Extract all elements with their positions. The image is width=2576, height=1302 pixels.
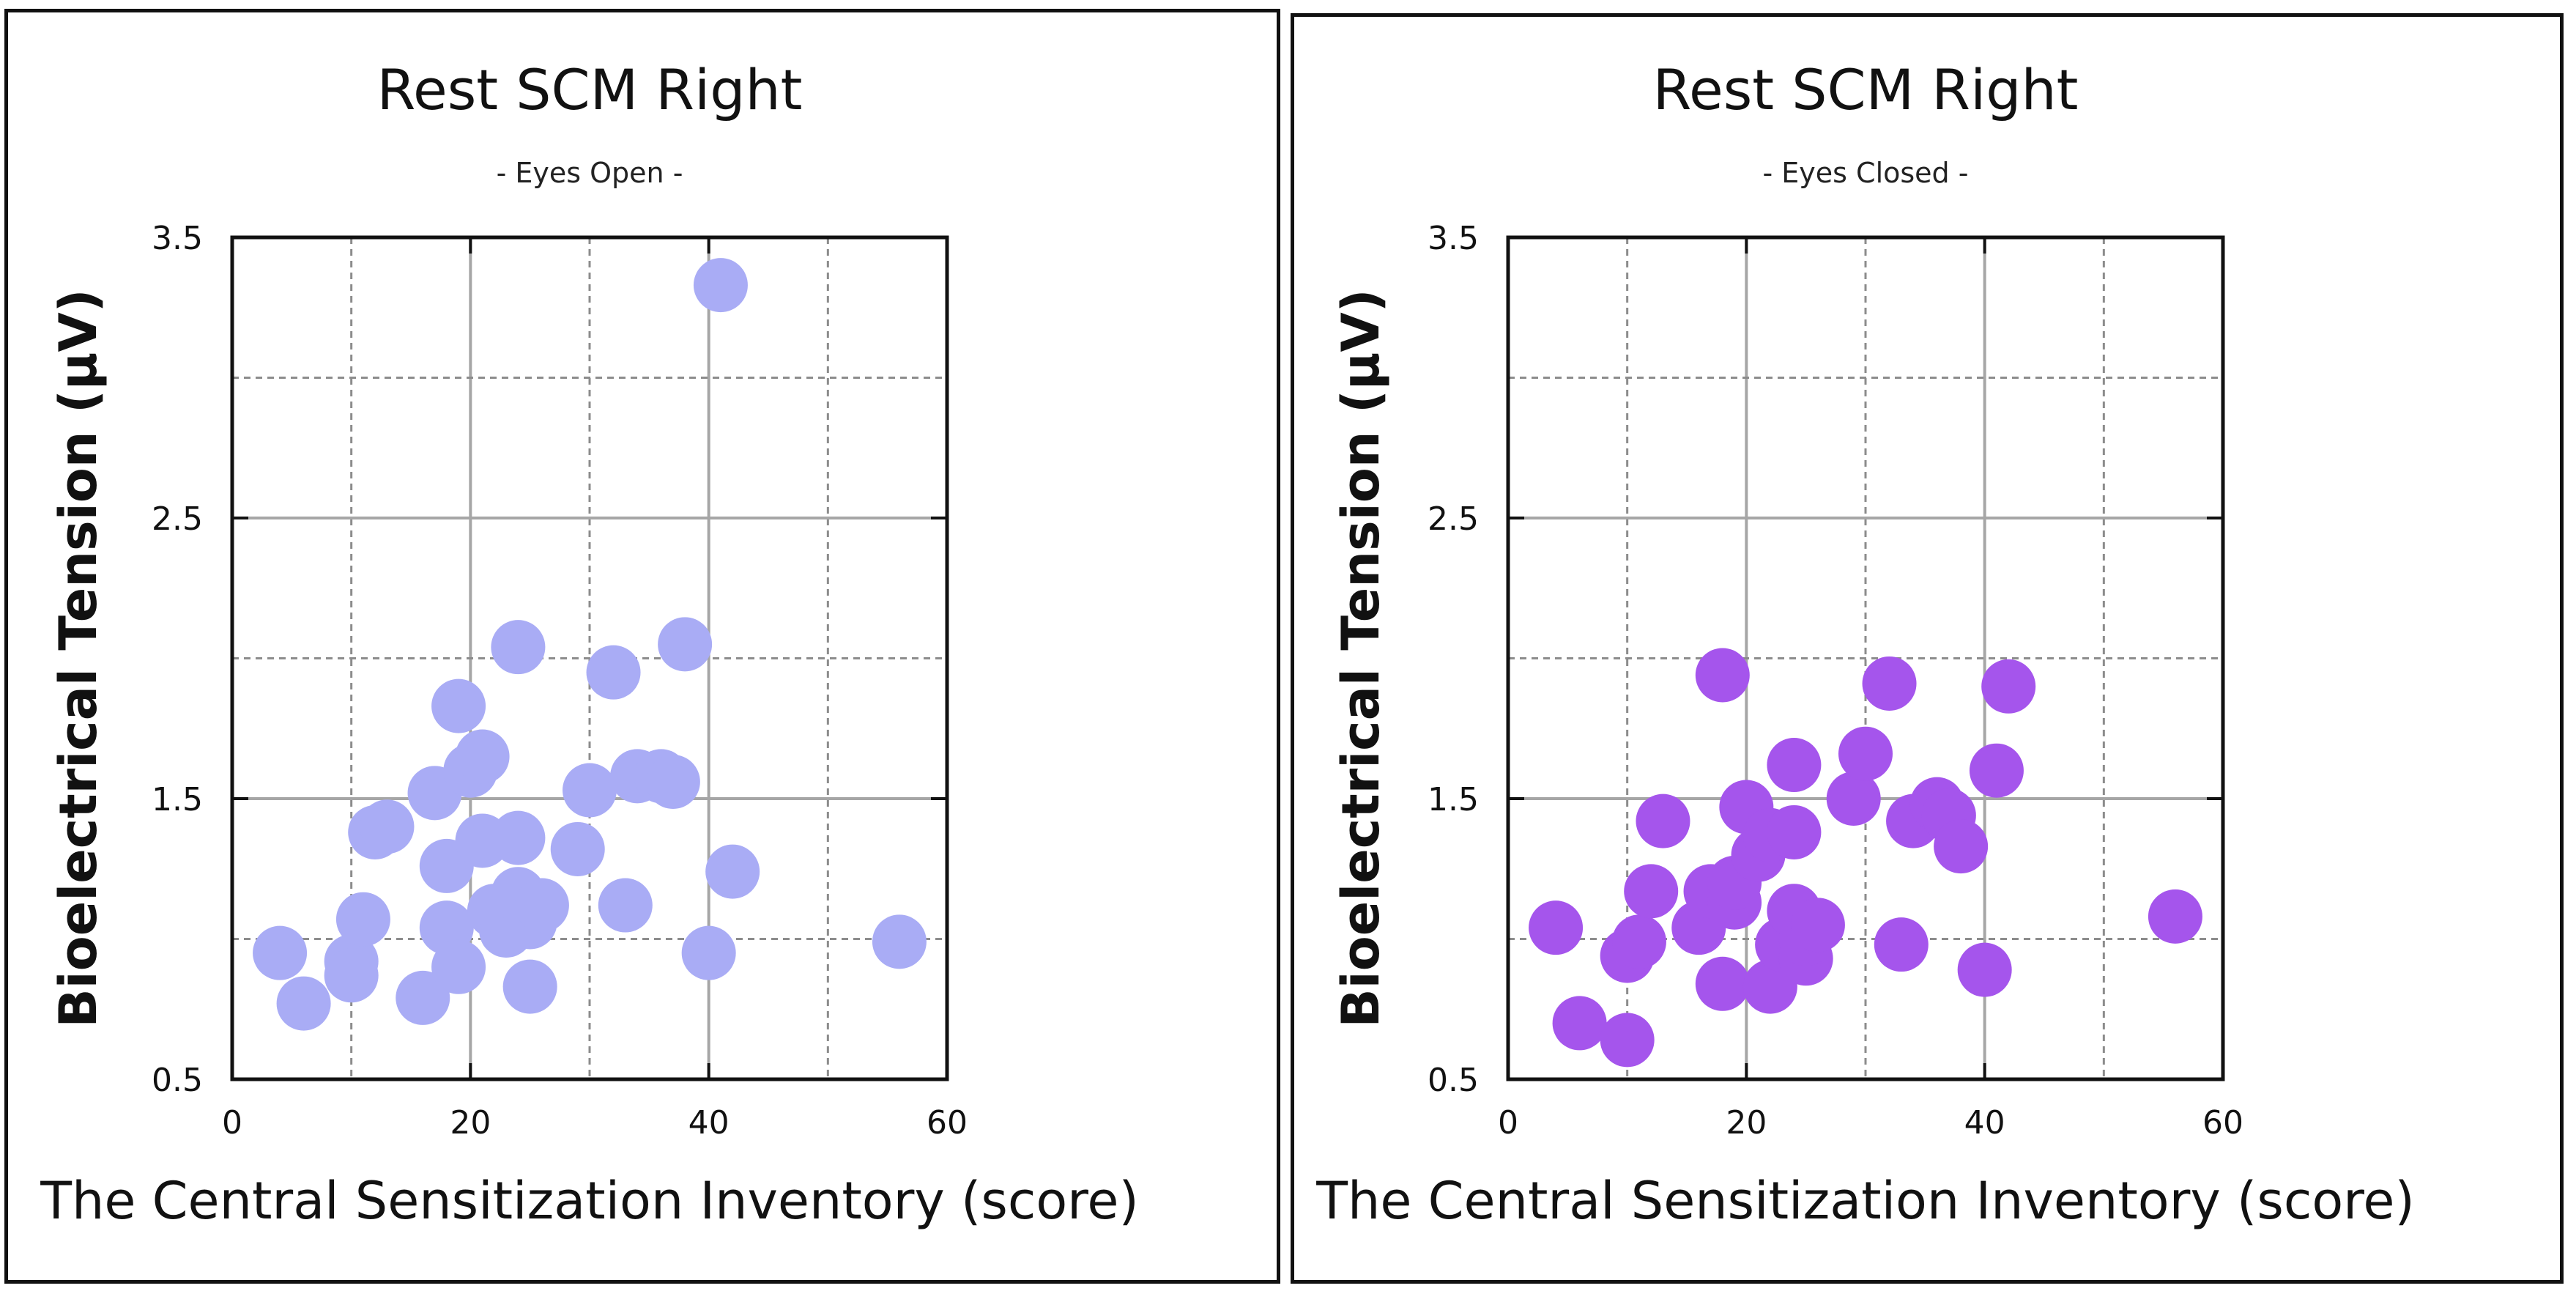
scatter-point bbox=[502, 959, 557, 1014]
scatter-point bbox=[1611, 914, 1666, 969]
scatter-point bbox=[598, 878, 653, 933]
scatter-point bbox=[1838, 726, 1893, 781]
chart-title: Rest SCM Right bbox=[377, 57, 803, 122]
y-tick-label: 3.5 bbox=[1428, 220, 1479, 257]
plot-frame bbox=[230, 235, 949, 1081]
scatter-point bbox=[1767, 738, 1822, 793]
scatter-point bbox=[645, 755, 700, 810]
scatter-point bbox=[1934, 819, 1989, 874]
scatter-point bbox=[335, 892, 390, 947]
scatter-point bbox=[1636, 794, 1690, 848]
y-tick-label: 3.5 bbox=[152, 220, 203, 257]
x-tick-label: 0 bbox=[1498, 1104, 1518, 1142]
scatter-point bbox=[1624, 864, 1679, 919]
x-tick-label: 0 bbox=[222, 1104, 242, 1142]
scatter-point bbox=[455, 729, 510, 784]
scatter-point bbox=[1957, 942, 2012, 997]
scatter-point bbox=[360, 799, 415, 854]
y-tick-label: 0.5 bbox=[1428, 1062, 1479, 1099]
scatter-point bbox=[705, 844, 760, 899]
scatter-point bbox=[431, 678, 486, 733]
scatter-point bbox=[1695, 956, 1750, 1011]
scatter-point bbox=[1767, 804, 1822, 859]
x-axis-label: The Central Sensitization Inventory (sco… bbox=[1315, 1171, 2415, 1231]
scatter-point bbox=[514, 878, 569, 933]
scatter-point bbox=[276, 976, 331, 1031]
scatter-point bbox=[431, 939, 486, 994]
x-tick-label: 60 bbox=[2202, 1104, 2243, 1142]
scatter-chart-eyes-closed: Rest SCM Right - Eyes Closed - 0 20 40 60 0.5 1… bbox=[1315, 57, 2415, 1231]
x-tick-label: 20 bbox=[450, 1104, 491, 1142]
scatter-point bbox=[491, 620, 546, 675]
scatter-point bbox=[1600, 1013, 1655, 1068]
scatter-point bbox=[1874, 917, 1929, 972]
chart-panel-eyes-closed: Rest SCM Right - Eyes Closed - 0 20 40 60 0.5 1… bbox=[1291, 13, 2564, 1284]
y-axis-label: Bioelectrical Tension (μV) bbox=[48, 289, 108, 1027]
x-tick-label: 40 bbox=[1964, 1104, 2005, 1142]
x-tick-label: 20 bbox=[1726, 1104, 1767, 1142]
scatter-point bbox=[550, 821, 605, 876]
scatter-point bbox=[324, 948, 379, 1003]
x-tick-label: 40 bbox=[688, 1104, 730, 1142]
chart-subtitle: - Eyes Open - bbox=[497, 157, 683, 189]
scatter-point bbox=[1981, 659, 2036, 714]
scatter-point bbox=[1790, 898, 1845, 953]
scatter-point bbox=[1826, 772, 1881, 826]
y-tick-label: 2.5 bbox=[152, 500, 203, 538]
y-axis-label: Bioelectrical Tension (μV) bbox=[1331, 289, 1391, 1027]
scatter-chart-eyes-open: Rest SCM Right - Eyes Open - 0 20 40 60 0.5 1.5… bbox=[40, 57, 1139, 1231]
scatter-point bbox=[681, 925, 736, 980]
chart-title: Rest SCM Right bbox=[1653, 57, 2079, 122]
x-tick-label: 60 bbox=[927, 1104, 968, 1142]
scatter-point bbox=[872, 914, 927, 969]
scatter-point bbox=[1862, 656, 1917, 711]
scatter-point bbox=[253, 925, 308, 980]
scatter-point bbox=[563, 763, 617, 818]
scatter-point bbox=[1969, 743, 2024, 798]
scatter-point bbox=[693, 258, 748, 313]
plot-frame bbox=[1506, 235, 2225, 1081]
scatter-point bbox=[586, 645, 641, 700]
y-tick-label: 2.5 bbox=[1428, 500, 1479, 538]
x-axis-label: The Central Sensitization Inventory (sco… bbox=[40, 1171, 1139, 1231]
chart-panel-eyes-open: Rest SCM Right - Eyes Open - 0 20 40 60 0.5 1.5… bbox=[4, 9, 1280, 1284]
chart-subtitle: - Eyes Closed - bbox=[1763, 157, 1969, 189]
scatter-point bbox=[491, 810, 546, 865]
y-tick-label: 1.5 bbox=[152, 781, 203, 818]
scatter-point bbox=[1552, 996, 1607, 1051]
scatter-point bbox=[1529, 900, 1584, 955]
scatter-point bbox=[1695, 648, 1750, 703]
y-tick-label: 0.5 bbox=[152, 1062, 203, 1099]
scatter-point bbox=[396, 970, 450, 1025]
scatter-point bbox=[2148, 889, 2202, 944]
y-tick-label: 1.5 bbox=[1428, 781, 1479, 818]
scatter-point bbox=[658, 617, 713, 672]
